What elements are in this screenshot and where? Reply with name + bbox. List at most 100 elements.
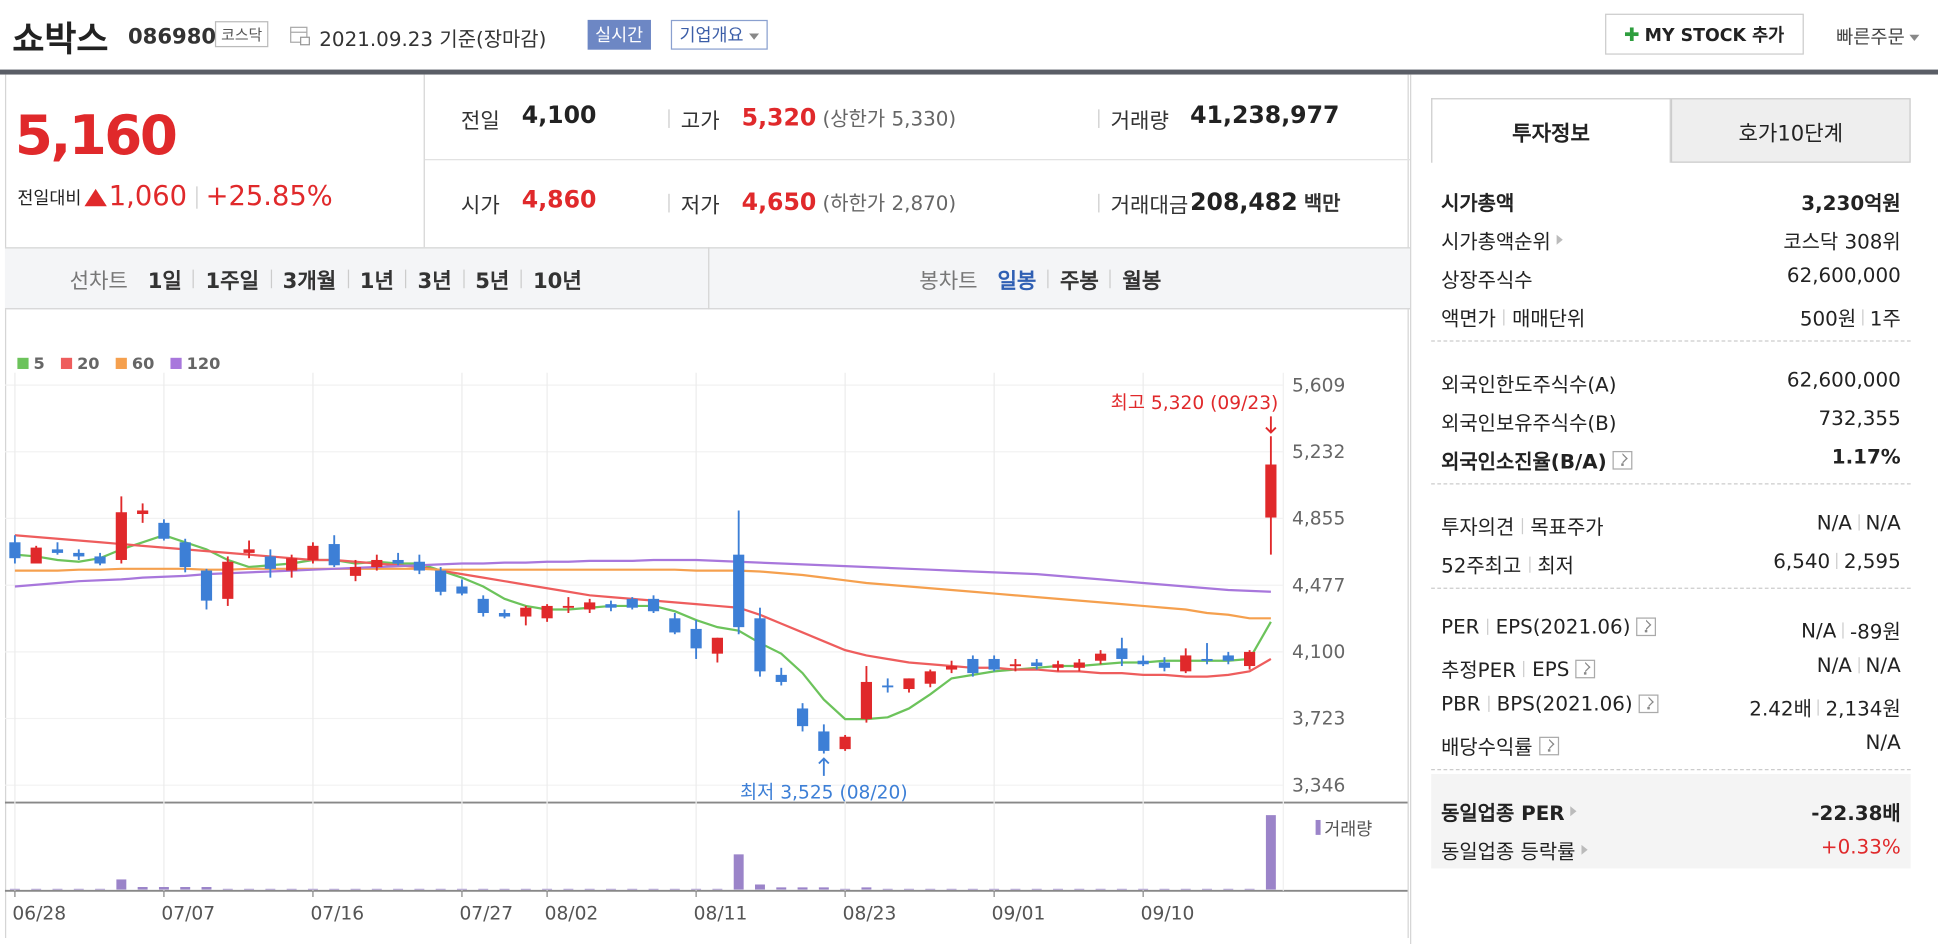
- info-label: 액면가 매매단위: [1441, 302, 1585, 332]
- label-part: EPS(2021.06): [1495, 614, 1631, 639]
- separator: [1842, 621, 1844, 638]
- volume-bar: [776, 887, 787, 890]
- value-part: N/A: [1865, 510, 1901, 535]
- low-arrow: [818, 757, 830, 776]
- candle-body: [754, 618, 766, 672]
- realtime-badge[interactable]: 실시간: [587, 19, 651, 50]
- tab[interactable]: 3개월: [282, 269, 337, 295]
- volume-bar: [1223, 888, 1234, 890]
- volume-bar: [925, 888, 936, 890]
- y-tick-label: 4,477: [1292, 575, 1345, 596]
- tab[interactable]: 10년: [532, 269, 582, 295]
- quick-order[interactable]: 빠른주문: [1836, 24, 1920, 50]
- candle-body: [882, 685, 894, 688]
- tab[interactable]: 5년: [475, 269, 510, 295]
- candle-body: [200, 570, 213, 601]
- info-value: 6,540 2,595: [1773, 549, 1900, 573]
- y-tick-label: 3,723: [1292, 709, 1345, 730]
- help-icon[interactable]: [1612, 450, 1633, 469]
- tab[interactable]: 일봉: [997, 269, 1037, 295]
- candle-body: [94, 556, 106, 564]
- separator: [1818, 698, 1820, 715]
- ma-line: [14, 534, 1272, 721]
- volume-bar: [691, 888, 702, 890]
- volume-bar: [882, 888, 893, 890]
- volume-bar: [840, 888, 851, 890]
- candle-body: [903, 678, 915, 690]
- candle-body: [349, 567, 362, 576]
- info-label: PBR BPS(2021.06): [1441, 692, 1659, 716]
- x-tick-label: 09/10: [1141, 903, 1195, 924]
- value: 5,320: [741, 104, 817, 132]
- candle-body: [1009, 664, 1022, 667]
- volume-bar: [435, 888, 446, 890]
- quote-value: 4,650 (하한가 2,870): [742, 186, 956, 216]
- help-icon[interactable]: [1575, 659, 1596, 678]
- candle-body: [1031, 662, 1043, 667]
- label-part: 목표주가: [1530, 515, 1604, 540]
- tab[interactable]: 월봉: [1122, 269, 1162, 295]
- quote-label: 고가: [680, 109, 720, 135]
- legend-swatch: [60, 357, 73, 369]
- candle-body: [413, 561, 425, 571]
- tab-group-label: 선차트: [69, 269, 128, 295]
- candle-body: [945, 666, 958, 670]
- divider: [708, 247, 710, 310]
- separator: [1098, 109, 1100, 128]
- arrow-icon: [1570, 806, 1578, 817]
- value-part: 1.17%: [1831, 444, 1901, 469]
- info-value: N/A N/A: [1817, 511, 1901, 535]
- tab[interactable]: 주봉: [1059, 269, 1099, 295]
- candle-body: [1244, 651, 1256, 667]
- tab[interactable]: 1일: [147, 269, 182, 295]
- tab[interactable]: 1주일: [205, 269, 260, 295]
- panel-tab[interactable]: 투자정보: [1431, 98, 1671, 163]
- help-icon[interactable]: [1638, 694, 1659, 714]
- shaded-box: [1431, 774, 1911, 869]
- y-tick-label: 5,232: [1292, 442, 1345, 463]
- quote-label: 저가: [680, 193, 720, 219]
- separator: [1487, 695, 1490, 712]
- value-part: 6,540: [1773, 549, 1831, 573]
- label-part: 시가총액: [1441, 191, 1515, 215]
- label-part: 투자의견: [1441, 515, 1515, 540]
- my-stock-button[interactable]: MY STOCK 추가: [1605, 13, 1804, 55]
- value-part: 1주: [1869, 306, 1901, 331]
- candle-body: [775, 674, 787, 682]
- tab-group: 선차트 1일 1주일 3개월 1년 3년 5년 10년: [70, 263, 582, 294]
- volume-bar: [755, 884, 765, 890]
- candle-body: [73, 552, 85, 557]
- candle-body: [1094, 653, 1107, 661]
- panel-tab[interactable]: 호가10단계: [1670, 98, 1911, 163]
- candle-body: [860, 681, 873, 720]
- help-icon[interactable]: [1636, 617, 1657, 637]
- volume-bar: [605, 888, 616, 890]
- overview-button[interactable]: 기업개요: [670, 19, 768, 50]
- label-part: 시가총액순위: [1441, 229, 1551, 254]
- tab[interactable]: 1년: [359, 269, 394, 295]
- dashed-divider: [1431, 483, 1911, 485]
- candle-body: [328, 544, 340, 566]
- candle-body: [158, 522, 170, 539]
- value-part: 62,600,000: [1786, 367, 1901, 392]
- info-label: 시가총액: [1441, 186, 1514, 216]
- info-label: 외국인보유주식수(B): [1441, 406, 1616, 436]
- candle-body: [456, 586, 468, 594]
- help-icon[interactable]: [1538, 736, 1559, 755]
- candle-body: [115, 512, 127, 560]
- basis: 기준(장마감): [439, 27, 547, 51]
- candle-body: [562, 605, 574, 608]
- info-label: 배당수익률: [1441, 731, 1559, 761]
- y-tick-label: 4,100: [1292, 642, 1345, 663]
- separator: [1523, 660, 1525, 677]
- candle-body: [1201, 658, 1213, 661]
- candle-body: [967, 658, 979, 674]
- high-arrow: [1265, 416, 1277, 434]
- volume-bar: [520, 888, 531, 890]
- label-part: 배당수익률: [1441, 735, 1533, 760]
- volume-bar: [797, 887, 808, 890]
- divider: [423, 74, 425, 248]
- candle-body: [924, 671, 936, 684]
- tab[interactable]: 3년: [417, 269, 452, 295]
- value: 4,100: [521, 101, 597, 130]
